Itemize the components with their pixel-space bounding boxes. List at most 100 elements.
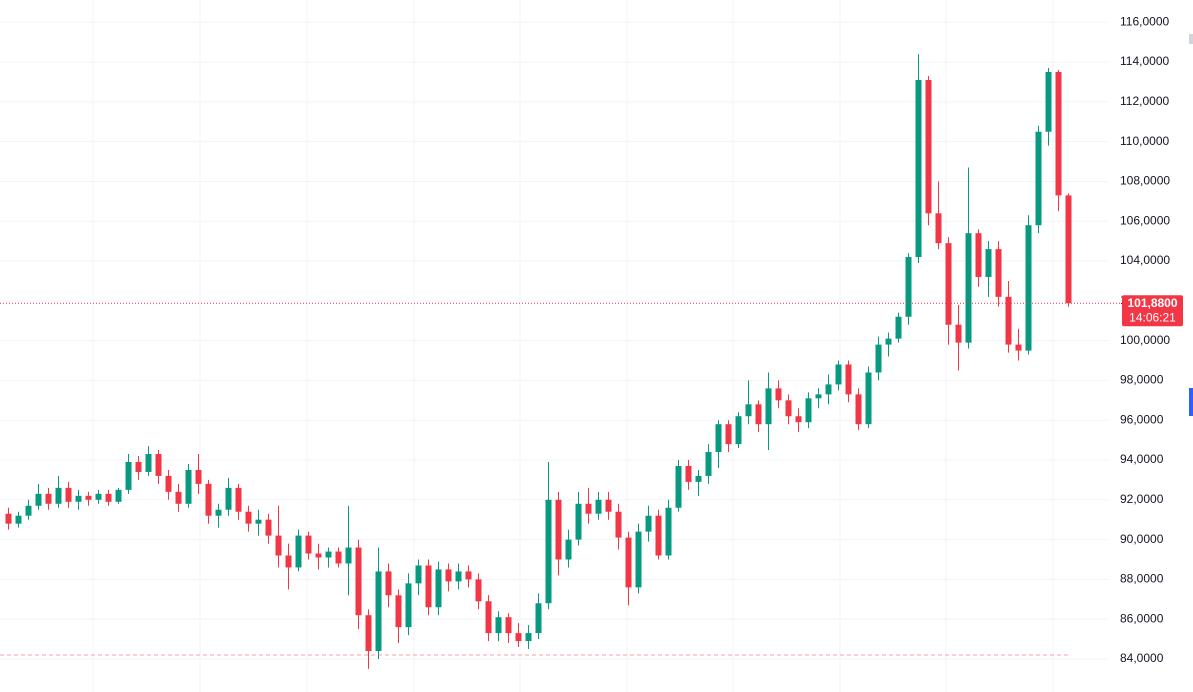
candle-body — [1025, 225, 1032, 351]
candle-body — [245, 511, 252, 524]
candle-body — [835, 364, 842, 385]
candle-body — [585, 503, 592, 514]
candle-body — [115, 489, 122, 502]
candle-body — [915, 79, 922, 258]
last-price-label: 101,8800 — [1127, 296, 1177, 310]
candle-body — [105, 493, 112, 502]
candle-body — [75, 495, 82, 502]
candle-body — [405, 583, 412, 628]
y-tick-label: 100,0000 — [1120, 333, 1170, 347]
candle-body — [685, 465, 692, 482]
candle-body — [615, 511, 622, 538]
candle-body — [205, 483, 212, 516]
candle-body — [745, 404, 752, 417]
candle-body — [215, 509, 222, 516]
y-tick-label: 110,0000 — [1120, 134, 1169, 148]
candle-body — [945, 243, 952, 325]
candle-body — [5, 513, 12, 524]
candle-body — [655, 515, 662, 556]
candle-body — [305, 535, 312, 554]
candle-body — [545, 499, 552, 604]
candle-body — [285, 555, 292, 568]
y-tick-label: 106,0000 — [1120, 213, 1170, 227]
candle-body — [45, 493, 52, 504]
candle-body — [805, 398, 812, 423]
candle-body — [725, 424, 732, 445]
candle-body — [515, 633, 522, 642]
candle-body — [825, 384, 832, 395]
scale-marker — [1189, 34, 1193, 44]
candle-body — [335, 551, 342, 564]
candle-body — [355, 547, 362, 616]
candle-body — [535, 603, 542, 634]
candle-body — [1005, 296, 1012, 345]
candle-body — [985, 249, 992, 277]
y-tick-label: 92,0000 — [1120, 492, 1164, 506]
candle-body — [275, 535, 282, 556]
candle-body — [135, 461, 142, 472]
candle-body — [755, 404, 762, 425]
candle-body — [635, 531, 642, 588]
candle-body — [695, 475, 702, 482]
candle-body — [865, 372, 872, 425]
candle-body — [955, 324, 962, 343]
candle-body — [495, 617, 502, 634]
candle-body — [325, 551, 332, 558]
y-tick-label: 104,0000 — [1120, 253, 1170, 267]
candle-body — [925, 79, 932, 214]
y-tick-label: 96,0000 — [1120, 412, 1164, 426]
candle-body — [895, 316, 902, 339]
candle-body — [905, 257, 912, 317]
candle-body — [995, 249, 1002, 297]
y-tick-label: 88,0000 — [1120, 572, 1164, 586]
candle-body — [225, 487, 232, 510]
candle-body — [425, 565, 432, 608]
candle-body — [195, 469, 202, 484]
candle-body — [185, 469, 192, 504]
candle-body — [665, 507, 672, 556]
candle-body — [775, 388, 782, 401]
y-tick-label: 84,0000 — [1120, 651, 1164, 665]
candle-body — [95, 493, 102, 500]
candle-body — [1045, 72, 1052, 132]
candle-body — [625, 537, 632, 588]
candle-body — [55, 487, 62, 504]
candle-body — [845, 364, 852, 395]
candle-body — [765, 388, 772, 425]
candle-body — [555, 499, 562, 560]
last-price-box — [1122, 295, 1183, 327]
candle-body — [125, 461, 132, 490]
candle-body — [715, 424, 722, 453]
countdown-label: 14:06:21 — [1129, 310, 1176, 324]
candle-body — [295, 535, 302, 568]
candle-body — [1065, 195, 1072, 304]
candle-body — [1055, 72, 1062, 196]
y-tick-label: 94,0000 — [1120, 452, 1164, 466]
candle-body — [345, 547, 352, 564]
candle-body — [385, 571, 392, 596]
candle-body — [255, 519, 262, 524]
candle-body — [235, 487, 242, 512]
candle-body — [455, 571, 462, 582]
scale-marker — [1189, 388, 1193, 416]
time-grid — [92, 0, 1054, 692]
candle-body — [795, 416, 802, 423]
candle-body — [145, 454, 152, 472]
candle-body — [975, 233, 982, 277]
candle-body — [705, 452, 712, 476]
y-tick-label: 90,0000 — [1120, 532, 1164, 546]
candle-body — [785, 400, 792, 417]
candle-body — [315, 553, 322, 558]
y-tick-label: 98,0000 — [1120, 373, 1164, 387]
candle-body — [815, 394, 822, 399]
candle-body — [365, 615, 372, 652]
y-tick-label: 114,0000 — [1120, 54, 1169, 68]
candle-body — [935, 213, 942, 244]
candle-body — [735, 416, 742, 445]
candle-body — [395, 595, 402, 628]
candle-body — [525, 633, 532, 642]
candle-body — [485, 601, 492, 634]
candle-body — [855, 394, 862, 425]
candle-body — [1015, 344, 1022, 351]
